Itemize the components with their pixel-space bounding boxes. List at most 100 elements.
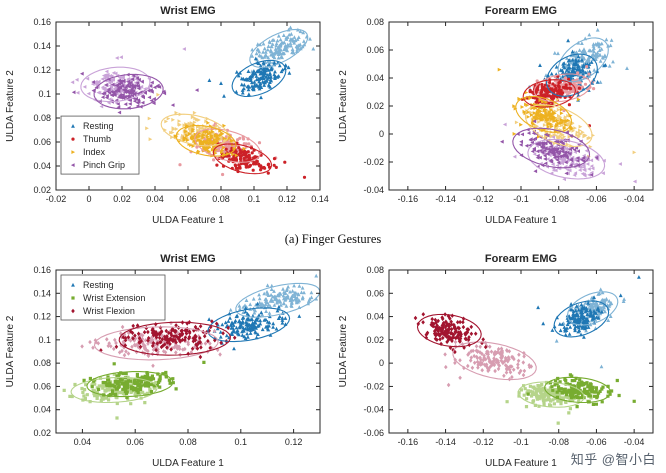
y-axis-label: ULDA Feature 2 <box>338 70 349 142</box>
confidence-ellipse <box>160 113 229 147</box>
y-tick-label: 0.06 <box>33 137 51 147</box>
x-tick-label: -0.1 <box>513 437 529 447</box>
x-tick-label: 0.08 <box>212 194 230 204</box>
scatter-points-thumb-dark <box>215 141 307 179</box>
confidence-ellipse <box>452 341 537 381</box>
y-tick-label: -0.06 <box>363 428 384 438</box>
y-tick-label: 0.04 <box>366 73 384 83</box>
confidence-ellipse <box>93 73 164 110</box>
y-tick-label: 0 <box>379 129 384 139</box>
confidence-ellipse <box>515 95 572 133</box>
y-tick-label: 0.08 <box>33 113 51 123</box>
y-tick-label: 0.1 <box>38 335 51 345</box>
y-tick-label: -0.04 <box>363 405 384 415</box>
confidence-ellipse <box>546 53 598 97</box>
x-tick-label: -0.02 <box>46 194 67 204</box>
y-tick-label: 0.14 <box>33 288 51 298</box>
x-tick-label: -0.16 <box>398 194 419 204</box>
legend-marker-diamond-icon <box>71 308 75 314</box>
legend-label: Thumb <box>83 134 111 144</box>
chart-title: Forearm EMG <box>485 253 557 265</box>
x-tick-label: 0.06 <box>126 437 144 447</box>
chart-wrist-gesture-wrist-emg: 0.04 0.06 0.08 0.1 0.12 0.02 0.04 0.06 0.08 0.1 0.… <box>5 253 321 469</box>
legend-label: Pinch Grip <box>83 160 125 170</box>
x-tick-label: -0.14 <box>435 437 456 447</box>
x-tick-label: 0.04 <box>74 437 92 447</box>
legend-marker-square-icon <box>71 296 75 300</box>
row-finger-gestures: -0.02 0 0.02 0.04 0.06 0.08 0.1 0.12 0.14 0.02 0.0… <box>0 0 666 230</box>
x-tick-label: -0.1 <box>513 194 529 204</box>
y-tick-label: 0 <box>379 358 384 368</box>
scatter-points-resting-dark <box>538 38 608 102</box>
panel-finger-wrist: -0.02 0 0.02 0.04 0.06 0.08 0.1 0.12 0.14 0.02 0.0… <box>0 0 333 230</box>
y-tick-label: 0.02 <box>33 185 51 195</box>
y-tick-label: 0.16 <box>33 17 51 27</box>
scatter-points-wrist-flexion-dark <box>99 319 237 360</box>
x-axis-label: ULDA Feature 1 <box>152 458 224 469</box>
x-tick-label: 0.12 <box>278 194 296 204</box>
chart-title: Wrist EMG <box>160 5 215 17</box>
scatter-points-index-light <box>145 92 235 148</box>
x-tick-label: 0.02 <box>113 194 131 204</box>
confidence-ellipse <box>231 59 287 98</box>
chart-title: Forearm EMG <box>485 5 557 17</box>
y-tick-label: 0.06 <box>33 381 51 391</box>
x-tick-label: 0.1 <box>235 437 248 447</box>
legend-label: Index <box>83 147 106 157</box>
scatter-points-resting-light <box>228 273 319 317</box>
y-axis-label: ULDA Feature 2 <box>5 315 16 387</box>
legend-label: Resting <box>83 121 114 131</box>
chart-finger-forearm-emg: -0.16 -0.14 -0.12 -0.1 -0.08 -0.06 -0.04 -0.04 -… <box>338 5 654 226</box>
confidence-ellipse <box>416 313 482 348</box>
legend: Resting Wrist Extension Wrist Flexion <box>60 274 166 321</box>
confidence-ellipse <box>512 127 591 169</box>
panel-finger-forearm: -0.16 -0.14 -0.12 -0.1 -0.08 -0.06 -0.04 -0.04 -… <box>333 0 666 230</box>
scatter-points-thumb-dark <box>520 74 591 128</box>
confidence-ellipse <box>557 37 609 83</box>
legend-label: Wrist Flexion <box>83 306 135 316</box>
x-tick-label: -0.14 <box>435 194 456 204</box>
y-tick-label: 0.04 <box>366 312 384 322</box>
confidence-ellipse <box>93 326 219 361</box>
x-tick-label: 0.1 <box>248 194 261 204</box>
scatter-points-resting-light <box>554 287 626 369</box>
x-axis-label: ULDA Feature 1 <box>485 458 557 469</box>
y-tick-label: -0.04 <box>363 185 384 195</box>
confidence-ellipse <box>553 300 610 338</box>
x-tick-label: -0.04 <box>624 437 645 447</box>
scatter-points-resting-dark <box>195 301 302 351</box>
y-tick-label: 0.08 <box>366 17 384 27</box>
x-tick-label: 0.06 <box>179 194 197 204</box>
legend-marker-triangle-up-icon <box>71 124 75 128</box>
scatter-points-pinch-grip-dark <box>500 119 599 177</box>
x-tick-label: -0.06 <box>586 437 607 447</box>
y-tick-label: 0.12 <box>33 65 51 75</box>
confidence-ellipse <box>207 307 291 343</box>
chart-title: Wrist EMG <box>160 253 215 265</box>
chart-finger-wrist-emg: -0.02 0 0.02 0.04 0.06 0.08 0.1 0.12 0.14 0.02 0.0… <box>5 5 329 226</box>
y-tick-label: 0.02 <box>366 101 384 111</box>
y-tick-label: 0.02 <box>33 428 51 438</box>
legend-box <box>60 274 166 321</box>
legend-marker-triangle-left-icon <box>70 163 75 167</box>
scatter-points-thumb-light <box>532 65 596 113</box>
confidence-ellipse <box>567 291 619 326</box>
confidence-ellipse <box>533 73 592 103</box>
confidence-ellipse <box>80 66 151 103</box>
scatter-points-resting-dark <box>536 275 641 339</box>
confidence-ellipse <box>194 128 261 163</box>
y-tick-label: 0.14 <box>33 41 51 51</box>
legend-label: Wrist Extension <box>83 293 145 303</box>
y-tick-label: -0.02 <box>363 157 384 167</box>
x-tick-label: 0.08 <box>179 437 197 447</box>
scatter-points-pinch-grip-dark <box>71 71 199 115</box>
x-tick-label: 0 <box>86 194 91 204</box>
panel-wrist-gesture-wrist: 0.04 0.06 0.08 0.1 0.12 0.02 0.04 0.06 0.08 0.1 0.… <box>0 248 333 473</box>
y-tick-label: 0.12 <box>33 312 51 322</box>
y-tick-label: 0.06 <box>366 45 384 55</box>
scatter-points-wrist-flexion-light <box>80 306 222 368</box>
confidence-ellipse <box>235 282 321 318</box>
y-tick-label: -0.02 <box>363 381 384 391</box>
y-tick-label: 0.04 <box>33 405 51 415</box>
